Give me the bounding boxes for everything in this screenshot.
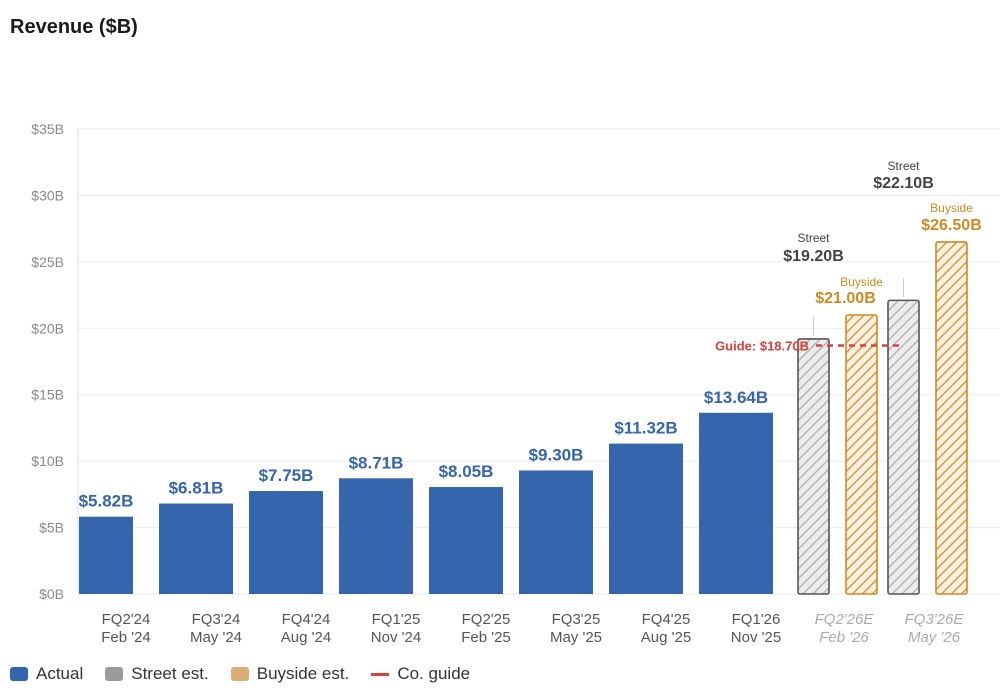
x-tick-quarter: FQ2'24 <box>102 611 151 628</box>
bar-buyside-estimate <box>845 314 878 595</box>
y-tick-label: $25B <box>31 254 64 270</box>
bar-buyside-estimate <box>935 241 968 595</box>
chart-title: Revenue ($B) <box>10 16 138 38</box>
legend-buyside-swatch <box>230 667 249 681</box>
bars-layer <box>79 241 968 595</box>
bar-value-label: $8.05B <box>439 462 494 481</box>
bar-actual <box>249 491 323 594</box>
legend-guide[interactable]: Co. guide <box>371 664 470 684</box>
bar-actual <box>339 478 413 594</box>
legend-actual[interactable]: Actual <box>10 664 83 684</box>
x-tick-quarter-estimate: FQ3'26E <box>905 611 965 628</box>
legend-street-swatch <box>105 667 124 681</box>
x-tick-quarter: FQ4'24 <box>282 611 331 628</box>
bar-value-label: $11.32B <box>614 419 677 438</box>
street-caption: Street <box>887 159 920 173</box>
x-tick-date: Feb '24 <box>101 629 151 646</box>
bar-actual <box>519 470 593 594</box>
buyside-value-label: $26.50B <box>921 217 982 234</box>
x-tick-quarter: FQ1'25 <box>372 611 421 628</box>
bar-street-estimate <box>887 299 920 595</box>
legend-street-label: Street est. <box>131 664 209 683</box>
bar-value-label: $7.75B <box>259 466 314 485</box>
x-tick-date: Nov '25 <box>731 629 781 646</box>
legend-actual-label: Actual <box>36 664 84 683</box>
legend-actual-swatch <box>10 667 28 681</box>
x-tick-date: May '25 <box>550 629 602 646</box>
y-tick-label: $30B <box>31 187 64 203</box>
bar-actual <box>429 487 503 594</box>
x-tick-quarter: FQ3'24 <box>192 611 241 628</box>
street-value-label: $19.20B <box>783 248 844 265</box>
y-tick-label: $35B <box>31 121 64 137</box>
legend-street[interactable]: Street est. <box>105 664 209 684</box>
y-tick-label: $10B <box>31 453 64 469</box>
revenue-chart: $0B $5B $10B $15B $20B $25B $30B $35B $5.82B FQ2'… <box>31 121 1000 646</box>
street-caption: Street <box>797 231 830 245</box>
x-tick-date-estimate: May '26 <box>908 629 961 646</box>
x-tick-date: Nov '24 <box>371 629 421 646</box>
bar-value-label: $5.82B <box>79 492 134 511</box>
street-value-label: $22.10B <box>873 175 934 192</box>
bar-actual <box>79 516 133 594</box>
y-tick-label: $5B <box>39 520 64 536</box>
buyside-caption: Buyside <box>930 201 973 215</box>
y-tick-label: $20B <box>31 320 64 336</box>
bar-actual <box>609 443 683 594</box>
x-tick-quarter: FQ1'26 <box>732 611 781 628</box>
legend: Actual Street est. Buyside est. Co. guid… <box>10 664 492 684</box>
bar-value-label: $13.64B <box>704 388 768 407</box>
x-tick-date: Aug '25 <box>641 629 691 646</box>
buyside-value-label: $21.00B <box>815 290 876 307</box>
legend-buyside-label: Buyside est. <box>256 664 350 683</box>
guide-label: Guide: $18.70B <box>715 339 809 354</box>
bar-street-estimate <box>797 338 830 595</box>
bar-value-label: $8.71B <box>349 453 404 472</box>
x-tick-quarter: FQ3'25 <box>552 611 601 628</box>
legend-guide-swatch <box>371 672 390 676</box>
bar-actual <box>699 412 773 594</box>
y-tick-label: $0B <box>39 586 64 602</box>
buyside-caption: Buyside <box>840 275 883 289</box>
x-tick-date: Aug '24 <box>281 629 331 646</box>
x-tick-quarter-estimate: FQ2'26E <box>815 611 875 628</box>
legend-buyside[interactable]: Buyside est. <box>230 664 350 684</box>
x-tick-quarter: FQ2'25 <box>462 611 511 628</box>
x-tick-date: Feb '25 <box>461 629 511 646</box>
y-tick-label: $15B <box>31 387 64 403</box>
bar-value-label: $9.30B <box>529 445 584 464</box>
x-tick-date: May '24 <box>190 629 242 646</box>
x-tick-quarter: FQ4'25 <box>642 611 691 628</box>
legend-guide-label: Co. guide <box>397 664 471 683</box>
bar-actual <box>159 503 233 594</box>
x-tick-date-estimate: Feb '26 <box>819 629 869 646</box>
labels-layer: $0B $5B $10B $15B $20B $25B $30B $35B $5.82B FQ2'… <box>31 121 981 646</box>
bar-value-label: $6.81B <box>169 479 224 498</box>
